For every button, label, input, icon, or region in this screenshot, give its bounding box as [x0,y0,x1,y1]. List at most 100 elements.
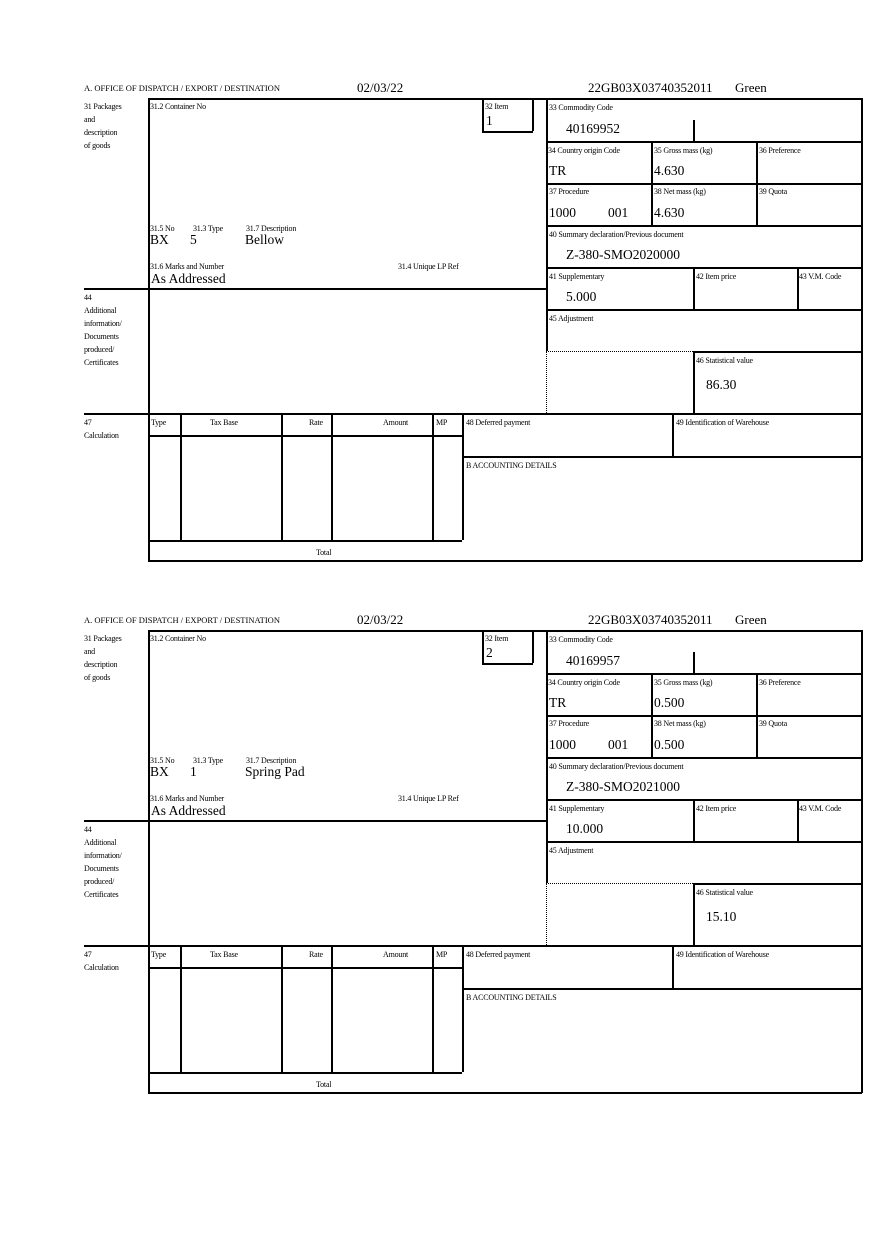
type-label: 31.3 Type [193,224,223,233]
marks-and-number: As Addressed [151,271,226,286]
deferred-payment-label: 48 Deferred payment [466,418,531,427]
warehouse-label: 49 Identification of Warehouse [676,950,769,959]
accounting-details-label: B ACCOUNTING DETAILS [466,461,557,470]
statistical-value: 15.10 [706,909,737,924]
rule [693,652,695,673]
right-panel-divider [546,630,548,883]
preference-label: 36 Preference [759,146,801,155]
summary-declaration: Z-380-SMO2021000 [566,779,680,794]
customs-item-form-1: A. OFFICE OF DISPATCH / EXPORT / DESTINA… [0,80,882,570]
calc-column-rule [281,413,283,540]
total-label: Total [316,548,332,557]
gross-mass: 4.630 [654,163,685,178]
rule [693,351,862,353]
package-count: 5 [190,232,197,247]
rule [693,267,695,309]
left-column-divider [148,98,150,561]
procedure-extra-code: 001 [608,737,629,752]
box-31-label-line: and [84,115,95,124]
calc-column-rule [432,413,434,540]
item-price-label: 42 Item price [696,272,737,281]
rule [693,799,695,841]
calc-header-1: Tax Base [210,950,238,959]
box-47-label: 47 [84,418,92,427]
box-44-label-line: Additional [84,838,117,847]
box-47-label: 47 [84,950,92,959]
item-price-label: 42 Item price [696,804,737,813]
description-label: 31.7 Description [246,756,297,765]
calc-header-3: Amount [383,950,409,959]
rule [482,98,484,131]
marks-and-number: As Addressed [151,803,226,818]
box-44-label-line: produced/ [84,877,115,886]
box-31-label-line: description [84,660,118,669]
route-colour: Green [735,612,767,627]
net-mass-label: 38 Net mass (kg) [654,719,706,728]
box-44-label-line: information/ [84,319,122,328]
calc-header-2: Rate [309,418,323,427]
box-31-label-line: of goods [84,141,111,150]
no-label: 31.5 No [150,756,175,765]
rule [651,673,653,757]
statistical-value-label: 46 Statistical value [696,888,753,897]
rule [546,673,862,675]
rule [651,141,653,225]
calc-column-rule [331,413,333,540]
goods-description: Bellow [245,232,284,247]
right-panel-divider [546,98,548,351]
box-44-label-line: Documents [84,332,119,341]
calc-column-rule [331,945,333,1072]
rule [672,945,674,988]
commodity-code-label: 33 Commodity Code [549,103,613,112]
adjustment-label: 45 Adjustment [549,846,594,855]
summary-declaration-label: 40 Summary declaration/Previous document [549,230,684,239]
form-bottom-border [148,560,862,562]
deferred-payment-bottom [462,456,862,458]
marks-label: 31.6 Marks and Number [150,794,225,803]
left-column-divider [148,630,150,1093]
form-bottom-border [148,1092,862,1094]
rule [546,715,862,717]
box-44-label-line: Certificates [84,890,119,899]
no-label: 31.5 No [150,224,175,233]
box-44-label-line: 44 [84,825,92,834]
declaration-reference: 22GB03X03740352011 [588,80,713,95]
container-no-label: 31.2 Container No [150,634,206,643]
gross-mass-label: 35 Gross mass (kg) [654,678,713,687]
supplementary-units: 5.000 [566,289,597,304]
rule [672,413,674,456]
box-31-label-line: description [84,128,118,137]
form-top-border [148,98,862,100]
box-31-label-line: of goods [84,673,111,682]
calc-header-rule [148,967,462,969]
rule [693,883,695,945]
box-31-label-line: 31 Packages [84,634,122,643]
declaration-reference: 22GB03X03740352011 [588,612,713,627]
box-44-bottom [84,413,862,415]
rule [797,799,799,841]
rule [546,225,862,227]
calc-header-0: Type [151,418,167,427]
commodity-code: 40169952 [566,121,620,136]
marks-label: 31.6 Marks and Number [150,262,225,271]
box-31-label-line: 31 Packages [84,102,122,111]
calc-column-rule [281,945,283,1072]
box-44-label-line: produced/ [84,345,115,354]
statistical-value: 86.30 [706,377,737,392]
calc-right-border [462,413,464,540]
box-44-bottom [84,945,862,947]
calc-header-0: Type [151,950,167,959]
description-label: 31.7 Description [246,224,297,233]
procedure-label: 37 Procedure [549,187,590,196]
procedure-label: 37 Procedure [549,719,590,728]
item-number: 2 [486,645,493,660]
country-origin: TR [549,163,567,178]
rule [546,267,862,269]
route-colour: Green [735,80,767,95]
rule [756,673,758,757]
procedure-code: 1000 [549,737,576,752]
calc-column-rule [180,413,182,540]
calc-column-rule [432,945,434,1072]
warehouse-label: 49 Identification of Warehouse [676,418,769,427]
box-47-label: Calculation [84,963,119,972]
